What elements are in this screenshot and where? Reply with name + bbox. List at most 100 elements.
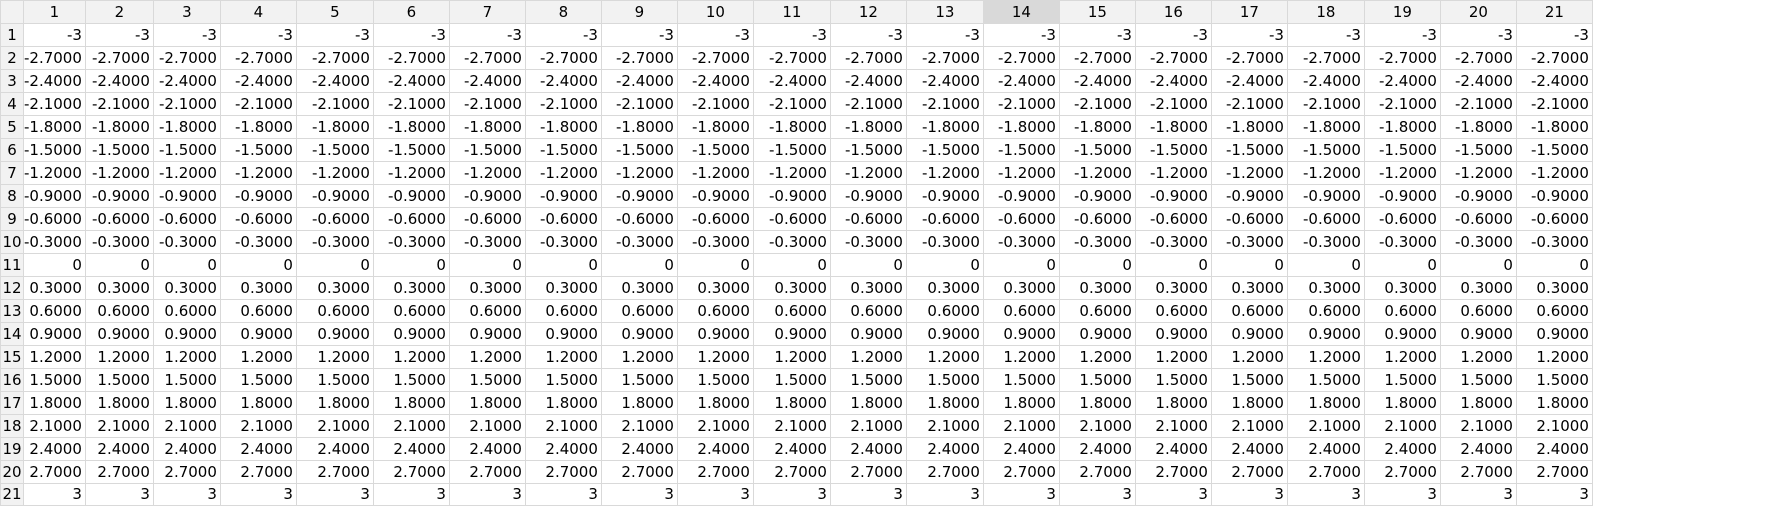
grid-cell[interactable]: 0.6000	[1058, 299, 1136, 323]
grid-cell[interactable]: -3	[600, 23, 678, 47]
grid-cell[interactable]: 0.9000	[1210, 322, 1288, 346]
grid-cell[interactable]: -0.6000	[219, 207, 297, 231]
grid-cell[interactable]: 0.9000	[676, 322, 754, 346]
row-header-16[interactable]: 16	[0, 368, 24, 392]
grid-cell[interactable]: -1.8000	[752, 115, 831, 139]
grid-cell[interactable]: -2.7000	[524, 46, 602, 70]
grid-cell[interactable]: 0.6000	[448, 299, 526, 323]
row-header-4[interactable]: 4	[0, 92, 24, 116]
grid-cell[interactable]: -1.2000	[1134, 161, 1212, 185]
column-header-15[interactable]: 15	[1058, 0, 1136, 24]
grid-cell[interactable]: 1.5000	[1134, 368, 1212, 392]
row-header-8[interactable]: 8	[0, 184, 24, 208]
grid-cell[interactable]: 2.4000	[448, 437, 526, 461]
grid-cell[interactable]: -0.9000	[829, 184, 907, 208]
grid-cell[interactable]: 0.3000	[1363, 276, 1441, 300]
grid-cell[interactable]: 0.9000	[1363, 322, 1441, 346]
grid-cell[interactable]: 1.5000	[23, 368, 86, 392]
grid-cell[interactable]: 2.1000	[1363, 414, 1441, 438]
grid-cell[interactable]: 1.2000	[1439, 345, 1517, 369]
grid-cell[interactable]: 0.3000	[829, 276, 907, 300]
grid-cell[interactable]: 2.7000	[372, 460, 450, 484]
grid-cell[interactable]: 0.6000	[1210, 299, 1288, 323]
grid-cell[interactable]: 2.7000	[23, 460, 86, 484]
grid-cell[interactable]: -2.4000	[1439, 69, 1517, 93]
grid-cell[interactable]: 1.8000	[219, 391, 297, 415]
grid-cell[interactable]: 2.4000	[524, 437, 602, 461]
grid-cell[interactable]: -0.9000	[1439, 184, 1517, 208]
grid-cell[interactable]: -1.8000	[1210, 115, 1288, 139]
grid-cell[interactable]: 2.1000	[676, 414, 754, 438]
grid-cell[interactable]: 3	[84, 483, 154, 506]
grid-cell[interactable]: 0	[219, 253, 297, 277]
grid-cell[interactable]: -2.4000	[23, 69, 86, 93]
grid-cell[interactable]: 2.1000	[1210, 414, 1288, 438]
row-header-20[interactable]: 20	[0, 460, 24, 484]
grid-cell[interactable]: 0	[23, 253, 86, 277]
grid-cell[interactable]: 2.4000	[829, 437, 907, 461]
column-header-13[interactable]: 13	[905, 0, 984, 24]
grid-cell[interactable]: -2.7000	[752, 46, 831, 70]
grid-cell[interactable]: 0.9000	[1439, 322, 1517, 346]
grid-cell[interactable]: 2.4000	[600, 437, 678, 461]
grid-cell[interactable]: -0.6000	[1515, 207, 1593, 231]
grid-cell[interactable]: -3	[1363, 23, 1441, 47]
column-header-11[interactable]: 11	[752, 0, 831, 24]
grid-cell[interactable]: 2.4000	[295, 437, 374, 461]
grid-cell[interactable]: -2.4000	[152, 69, 221, 93]
grid-cell[interactable]: -1.5000	[600, 138, 678, 162]
grid-cell[interactable]: -2.7000	[905, 46, 984, 70]
row-header-7[interactable]: 7	[0, 161, 24, 185]
grid-cell[interactable]: -2.4000	[1058, 69, 1136, 93]
grid-cell[interactable]: -3	[905, 23, 984, 47]
column-header-7[interactable]: 7	[448, 0, 526, 24]
grid-cell[interactable]: -1.2000	[1210, 161, 1288, 185]
grid-cell[interactable]: 1.8000	[600, 391, 678, 415]
grid-cell[interactable]: 0.3000	[84, 276, 154, 300]
grid-cell[interactable]: 2.4000	[1439, 437, 1517, 461]
grid-cell[interactable]: -1.5000	[1439, 138, 1517, 162]
grid-cell[interactable]: -1.2000	[448, 161, 526, 185]
grid-cell[interactable]: 1.5000	[1286, 368, 1365, 392]
grid-cell[interactable]: -1.8000	[982, 115, 1060, 139]
row-header-3[interactable]: 3	[0, 69, 24, 93]
grid-cell[interactable]: -1.8000	[1363, 115, 1441, 139]
grid-cell[interactable]: -0.3000	[1515, 230, 1593, 254]
grid-cell[interactable]: -1.8000	[1439, 115, 1517, 139]
grid-cell[interactable]: -3	[1286, 23, 1365, 47]
grid-cell[interactable]: 0.3000	[1515, 276, 1593, 300]
grid-cell[interactable]: -2.7000	[372, 46, 450, 70]
grid-cell[interactable]: 3	[1134, 483, 1212, 506]
grid-cell[interactable]: 2.7000	[1515, 460, 1593, 484]
grid-cell[interactable]: 1.5000	[372, 368, 450, 392]
row-header-2[interactable]: 2	[0, 46, 24, 70]
grid-cell[interactable]: 0.9000	[600, 322, 678, 346]
grid-cell[interactable]: -1.5000	[295, 138, 374, 162]
column-header-8[interactable]: 8	[524, 0, 602, 24]
grid-cell[interactable]: 0.3000	[23, 276, 86, 300]
grid-cell[interactable]: -1.8000	[1515, 115, 1593, 139]
grid-cell[interactable]: 0	[372, 253, 450, 277]
grid-cell[interactable]: -2.7000	[1515, 46, 1593, 70]
grid-cell[interactable]: -1.2000	[295, 161, 374, 185]
grid-cell[interactable]: 0.3000	[1058, 276, 1136, 300]
grid-cell[interactable]: -0.3000	[1134, 230, 1212, 254]
grid-cell[interactable]: 0.3000	[448, 276, 526, 300]
grid-cell[interactable]: 2.1000	[1134, 414, 1212, 438]
grid-cell[interactable]: -2.4000	[752, 69, 831, 93]
grid-cell[interactable]: 3	[1515, 483, 1593, 506]
grid-cell[interactable]: -2.1000	[1286, 92, 1365, 116]
grid-cell[interactable]: 2.4000	[1058, 437, 1136, 461]
grid-cell[interactable]: -2.4000	[84, 69, 154, 93]
grid-cell[interactable]: 1.8000	[295, 391, 374, 415]
row-header-17[interactable]: 17	[0, 391, 24, 415]
grid-cell[interactable]: -1.2000	[23, 161, 86, 185]
grid-cell[interactable]: 0	[1515, 253, 1593, 277]
grid-cell[interactable]: 1.5000	[829, 368, 907, 392]
grid-cell[interactable]: -0.3000	[752, 230, 831, 254]
grid-cell[interactable]: 1.8000	[84, 391, 154, 415]
grid-cell[interactable]: -0.9000	[448, 184, 526, 208]
grid-cell[interactable]: 0.9000	[84, 322, 154, 346]
grid-cell[interactable]: -1.5000	[219, 138, 297, 162]
